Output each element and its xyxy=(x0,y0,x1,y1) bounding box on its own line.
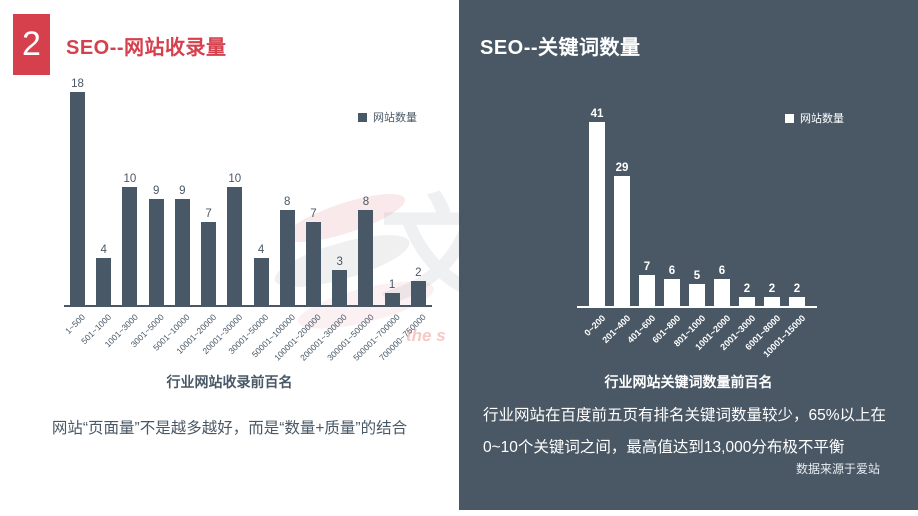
x-axis-labels: 0~200 201~400 401~600 601~800 801~1000 1001~2… xyxy=(577,308,817,368)
right-chart-legend: 网站数量 xyxy=(785,110,844,126)
legend-swatch xyxy=(358,112,367,122)
bar-value-label: 3 xyxy=(336,255,343,268)
bar-value-label: 8 xyxy=(284,196,291,209)
bar xyxy=(174,198,190,305)
right-panel: SEO--关键词数量 41 29 7 6 5 6 2 2 2 0~200 201~400 401~6… xyxy=(459,0,918,510)
bar-value-label: 10 xyxy=(228,172,242,185)
bar-value-label: 9 xyxy=(179,184,186,197)
bar xyxy=(305,222,321,305)
bar-column: 4 xyxy=(253,92,269,305)
bar-column: 3 xyxy=(332,92,348,305)
bar-value-label: 4 xyxy=(100,243,107,256)
bar xyxy=(332,269,348,305)
bar-column: 9 xyxy=(148,92,164,305)
bar-column: 2 xyxy=(789,122,805,306)
legend-label: 网站数量 xyxy=(373,112,417,124)
bar-column: 8 xyxy=(279,92,295,305)
legend-label: 网站数量 xyxy=(800,113,844,125)
bar-value-label: 41 xyxy=(590,108,604,120)
bar xyxy=(96,257,112,305)
bar xyxy=(714,279,730,306)
right-note-text: 行业网站在百度前五页有排名关键词数量较少，65%以上在 0~10个关键词之间，最… xyxy=(483,400,898,464)
left-chart-caption: 行业网站收录前百名 xyxy=(166,374,293,390)
bar-column: 9 xyxy=(174,92,190,305)
bar-value-label: 5 xyxy=(693,269,701,282)
bar xyxy=(689,283,705,306)
bar xyxy=(279,210,295,305)
bar xyxy=(789,297,805,306)
slide-number-badge: 2 xyxy=(13,14,50,75)
bar xyxy=(227,186,243,305)
right-chart-caption: 行业网站关键词数量前百名 xyxy=(604,374,773,390)
bar-value-label: 18 xyxy=(71,78,84,90)
bar-column: 7 xyxy=(305,92,321,305)
bar-value-label: 29 xyxy=(615,161,629,174)
bar-value-label: 8 xyxy=(362,196,370,209)
bar-column: 7 xyxy=(201,92,217,305)
x-tick-label: 10001~15000 xyxy=(760,313,808,360)
x-axis-labels: 1~500 501~1000 1001~3000 3001~5000 5001~1000… xyxy=(63,307,432,371)
bar-value-label: 10 xyxy=(123,172,137,185)
right-page-title: SEO--关键词数量 xyxy=(480,37,641,59)
bar-column: 4 xyxy=(96,92,112,305)
x-tick-label: 700000~750000 xyxy=(377,312,428,363)
bar-column: 6 xyxy=(714,122,730,306)
bar-value-label: 2 xyxy=(743,283,751,296)
bar xyxy=(384,293,400,305)
left-note-text: 网站“页面量”不是越多越好，而是“数量+质量”的结合 xyxy=(51,420,408,437)
bar-value-label: 4 xyxy=(257,243,265,256)
right-note-line2: 0~10个关键词之间，最高值达到13,000分布极不平衡 xyxy=(483,439,845,456)
data-source-note: 数据来源于爱站 xyxy=(795,462,880,476)
bar-value-label: 2 xyxy=(793,283,801,296)
bar-column: 10 xyxy=(227,92,243,305)
bar xyxy=(614,175,630,306)
bar-column: 18 xyxy=(70,78,85,305)
bar xyxy=(122,186,138,305)
bar-value-label: 9 xyxy=(152,184,160,197)
right-note-line1: 行业网站在百度前五页有排名关键词数量较少，65%以上在 xyxy=(483,407,887,424)
bar-column: 5 xyxy=(689,122,705,306)
bar-value-label: 7 xyxy=(643,260,651,273)
bar-value-label: 7 xyxy=(205,208,212,221)
bar-column: 29 xyxy=(614,122,630,306)
bar-column: 2 xyxy=(410,92,426,305)
plot-area: 18 4 10 9 9 7 10 4 8 7 3 8 1 2 xyxy=(64,78,432,307)
bar-value-label: 2 xyxy=(415,267,422,280)
bar xyxy=(764,297,780,306)
bar-value-label: 6 xyxy=(668,265,676,278)
left-chart-legend: 网站数量 xyxy=(358,109,417,125)
bar-value-label: 1 xyxy=(388,279,396,292)
left-page-title: SEO--网站收录量 xyxy=(66,37,227,59)
bar xyxy=(410,281,426,305)
right-bar-chart: 41 29 7 6 5 6 2 2 2 0~200 201~400 401~600 601~800 80… xyxy=(577,108,817,368)
bar-column: 8 xyxy=(358,92,374,305)
bar xyxy=(739,297,755,306)
bar xyxy=(253,257,269,305)
bar-value-label: 6 xyxy=(718,265,726,278)
bar xyxy=(589,122,605,306)
bar-value-label: 2 xyxy=(768,283,776,296)
bar-column: 7 xyxy=(639,122,655,306)
plot-area: 41 29 7 6 5 6 2 2 2 xyxy=(577,108,817,308)
bar xyxy=(70,92,85,305)
bar xyxy=(639,274,655,306)
bar-column: 2 xyxy=(739,122,755,306)
bar-column: 1 xyxy=(384,92,400,305)
legend-swatch xyxy=(785,113,794,123)
bar-value-label: 7 xyxy=(310,208,317,221)
bar-column: 41 xyxy=(589,108,605,306)
bar xyxy=(664,279,680,306)
bar-column: 6 xyxy=(664,122,680,306)
bar-column: 2 xyxy=(764,122,780,306)
bar xyxy=(148,198,164,305)
bar-column: 10 xyxy=(122,92,138,305)
bar xyxy=(358,210,374,305)
left-panel: 文 the s 2 SEO--网站收录量 18 4 10 9 9 7 10 4 8 7 3 8 1 2 1… xyxy=(13,14,459,437)
bar xyxy=(201,222,217,305)
left-bar-chart: 18 4 10 9 9 7 10 4 8 7 3 8 1 2 1~500 501~1000 1001~3000… xyxy=(63,78,432,371)
